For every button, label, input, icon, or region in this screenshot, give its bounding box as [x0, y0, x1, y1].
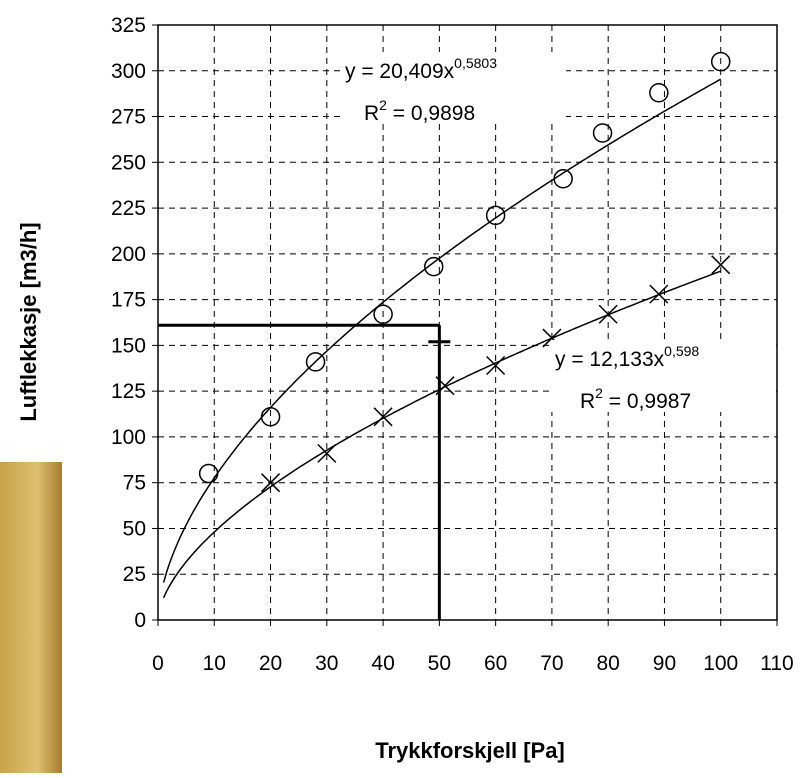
y-tick-label: 175	[111, 289, 146, 312]
y-tick-label: 275	[111, 106, 146, 129]
x-axis-label: Trykkforskjell [Pa]	[375, 738, 565, 763]
y-tick-label: 75	[123, 472, 146, 495]
x-tick-label: 40	[371, 652, 394, 675]
plot-frame	[157, 24, 778, 621]
y-tick-label: 50	[123, 517, 146, 540]
y-tick-label: 325	[111, 14, 146, 37]
x-tick-label: 110	[760, 652, 793, 675]
data-point	[305, 352, 326, 372]
r-squared: R2 = 0,9987	[580, 385, 691, 413]
y-tick-label: 25	[123, 563, 146, 586]
trend-equation: y = 12,133x0,598	[555, 343, 699, 371]
y-tick-label: 125	[111, 380, 146, 403]
data-point	[649, 82, 669, 103]
data-point	[710, 51, 731, 72]
x-tick-label: 0	[152, 652, 164, 675]
x-tick-label: 90	[653, 652, 676, 675]
r-squared-value: = 0,9987	[603, 390, 691, 413]
data-point	[198, 463, 219, 484]
data-point	[261, 473, 281, 493]
y-tick-label: 300	[111, 60, 146, 83]
data-point	[598, 304, 618, 324]
data-point	[317, 443, 337, 463]
data-point	[486, 355, 506, 376]
data-point	[592, 123, 613, 143]
equation-exponent: 0,598	[664, 343, 699, 359]
data-point	[485, 205, 506, 226]
y-tick-label: 0	[134, 609, 146, 632]
data-point	[649, 284, 669, 304]
r-squared: R2 = 0,9898	[364, 97, 475, 125]
data-point	[423, 256, 444, 277]
y-axis-label: Luftlekkasje [m3/h]	[16, 222, 41, 421]
x-tick-label: 30	[315, 652, 338, 675]
x-tick-label: 70	[540, 652, 563, 675]
y-tick-label: 200	[111, 243, 146, 266]
annotation-bg	[551, 340, 776, 412]
equation-exponent: 0,5803	[454, 55, 497, 71]
data-point	[553, 169, 573, 189]
x-tick-label: 50	[428, 652, 451, 675]
plot-area	[158, 25, 777, 620]
data-point	[373, 407, 393, 427]
x-tick-label: 80	[597, 652, 620, 675]
y-tick-label: 150	[111, 334, 146, 357]
data-point	[435, 376, 455, 396]
x-tick-label: 100	[703, 652, 738, 675]
trend-equation: y = 20,409x0,5803	[345, 55, 497, 83]
annotation-bg	[341, 52, 566, 124]
equation-text: y = 20,409x	[345, 60, 455, 83]
data-point	[373, 304, 393, 325]
trendline	[162, 78, 722, 583]
data-point	[711, 255, 731, 275]
r-squared-label: R	[580, 390, 595, 413]
data-point	[260, 407, 281, 427]
r-squared-exponent: 2	[595, 385, 603, 401]
equation-text: y = 12,133x	[555, 348, 665, 371]
x-tick-label: 60	[484, 652, 507, 675]
y-tick-label: 250	[111, 151, 146, 174]
x-tick-label: 10	[203, 652, 226, 675]
background-photo	[0, 462, 62, 773]
y-tick-label: 100	[111, 426, 146, 449]
x-tick-label: 20	[259, 652, 282, 675]
r-squared-label: R	[364, 102, 379, 125]
r-squared-value: = 0,9898	[387, 102, 475, 125]
y-tick-label: 225	[111, 197, 146, 220]
r-squared-exponent: 2	[379, 97, 387, 113]
